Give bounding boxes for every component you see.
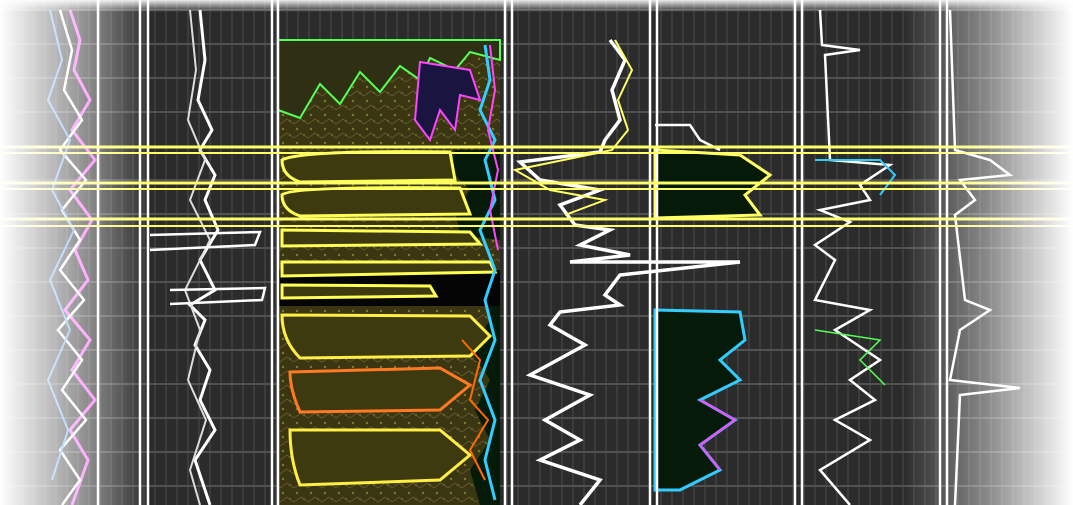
right-fade	[903, 0, 1073, 505]
lithology-track	[277, 39, 501, 505]
top-fade	[0, 0, 1073, 12]
track-2-curves	[149, 9, 267, 505]
track-5-curves	[812, 9, 897, 505]
marker-bands	[0, 145, 1073, 227]
left-fade	[0, 0, 150, 505]
